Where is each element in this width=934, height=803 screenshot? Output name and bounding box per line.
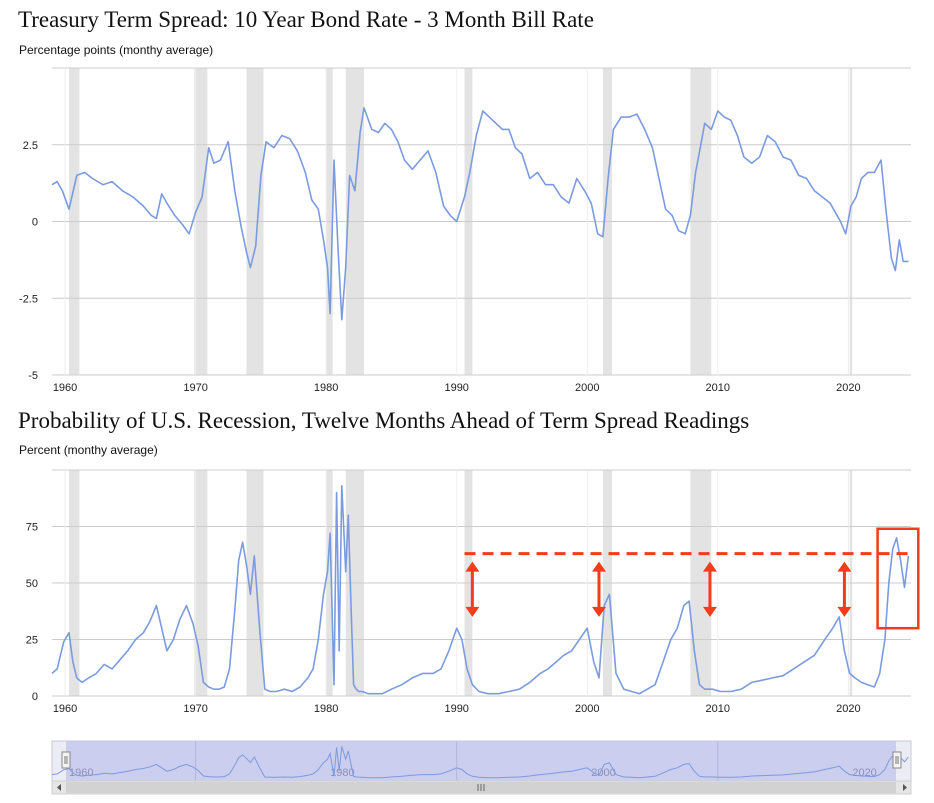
navigator-label: 2020	[852, 767, 876, 779]
x-tick-label: 2010	[706, 382, 730, 394]
x-tick-label: 2000	[575, 382, 599, 394]
range-navigator[interactable]: 1960 1980 2000 2020	[51, 740, 912, 795]
arrow-down-icon	[591, 606, 606, 617]
series-line	[51, 485, 910, 695]
y-tick-label: 0	[32, 691, 38, 703]
x-tick-label: 1980	[314, 703, 338, 715]
y-tick-label: 2.5	[23, 140, 38, 152]
x-tick-label: 1970	[183, 703, 207, 715]
probability-chart: 75 50 25 0 1960 1970 1980 1990 2000 2010 2020	[26, 469, 920, 715]
x-tick-label: 1960	[53, 703, 77, 715]
x-tick-label: 1960	[53, 382, 77, 394]
x-tick-label: 2000	[575, 703, 599, 715]
x-tick-label: 2020	[836, 382, 860, 394]
series-line	[51, 107, 909, 321]
arrow-up-icon	[837, 561, 852, 572]
y-tick-label: 25	[26, 635, 38, 647]
x-tick-label: 1990	[444, 382, 468, 394]
probability-chart-title: Probability of U.S. Recession, Twelve Mo…	[18, 408, 750, 433]
arrow-left-icon[interactable]	[57, 784, 61, 791]
x-tick-label: 1980	[314, 382, 338, 394]
y-tick-label: -2.5	[19, 293, 38, 305]
arrow-up-icon	[465, 561, 480, 572]
arrow-down-icon	[702, 606, 717, 617]
arrow-up-icon	[591, 561, 606, 572]
navigator-selected-range[interactable]	[66, 741, 896, 781]
spread-chart-subtitle: Percentage points (monthy average)	[19, 43, 214, 57]
x-tick-label: 1970	[183, 382, 207, 394]
probability-chart-subtitle: Percent (monthy average)	[19, 443, 158, 457]
navigator-label: 2000	[591, 767, 615, 779]
handle-grip-icon[interactable]	[61, 751, 71, 769]
arrow-down-icon	[465, 606, 480, 617]
y-tick-label: 50	[26, 578, 38, 590]
navigator-series-line	[51, 746, 909, 779]
y-tick-label: -5	[28, 370, 38, 382]
arrow-down-icon	[837, 606, 852, 617]
navigator-label: 1980	[330, 767, 354, 779]
arrow-right-icon[interactable]	[903, 784, 907, 791]
x-tick-label: 2020	[836, 703, 860, 715]
navigator-label: 1960	[69, 767, 93, 779]
y-tick-label: 0	[32, 217, 38, 229]
x-tick-label: 1990	[444, 703, 468, 715]
spread-chart-title: Treasury Term Spread: 10 Year Bond Rate …	[18, 7, 594, 32]
handle-grip-icon[interactable]	[892, 751, 902, 769]
y-tick-label: 75	[26, 522, 38, 534]
highlight-box	[876, 527, 920, 630]
x-tick-label: 2010	[706, 703, 730, 715]
spread-chart: 2.5 0 -2.5 -5 1960 1970 1980 1990 2000 2010 2020	[19, 67, 911, 394]
arrow-up-icon	[702, 561, 717, 572]
